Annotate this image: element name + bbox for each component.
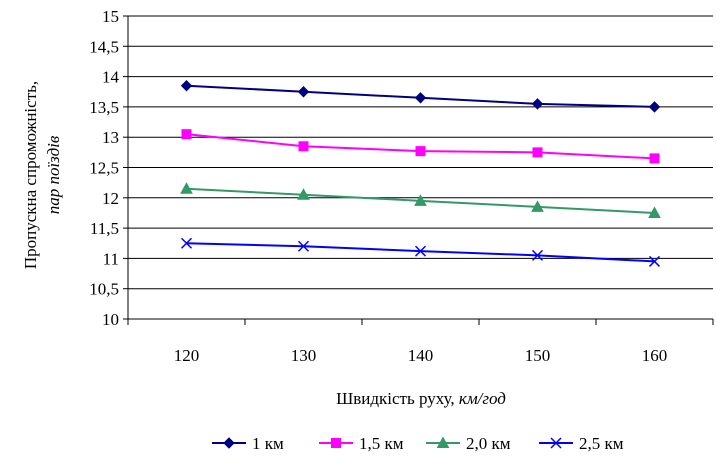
data-point <box>298 141 309 152</box>
legend-marker <box>436 436 450 448</box>
y-tick-label: 12 <box>102 189 119 208</box>
legend-item: 2,5 км <box>539 434 624 453</box>
data-point <box>180 237 193 249</box>
legend-label: 1 км <box>252 434 284 453</box>
x-tick-labels: 120 130 140 150 160 <box>174 346 668 365</box>
legend-marker-stroke <box>550 437 562 449</box>
data-point <box>531 98 544 110</box>
legend-item: 1 км <box>212 434 284 453</box>
axes <box>123 15 714 325</box>
legend-label: 2,0 км <box>466 434 511 453</box>
data-point-stroke <box>414 245 427 257</box>
data-point <box>648 101 661 113</box>
data-point <box>414 245 427 257</box>
data-point <box>297 240 310 252</box>
series-1 <box>180 79 661 113</box>
legend-item: 1,5 км <box>319 434 404 453</box>
x-tick-label: 160 <box>642 346 668 365</box>
grid-lines <box>128 15 713 290</box>
y-tick-label: 13 <box>102 128 119 147</box>
y-tick-label: 13,5 <box>89 98 119 117</box>
x-tick-label: 140 <box>408 346 434 365</box>
x-tick-label: 120 <box>174 346 200 365</box>
data-point-stroke <box>648 255 661 267</box>
y-tick-label: 15 <box>102 7 119 26</box>
y-tick-label: 14,5 <box>89 37 119 56</box>
y-tick-label: 14 <box>102 68 120 87</box>
x-axis-label-text: Швидкість руху, <box>336 389 459 408</box>
data-point <box>415 146 426 157</box>
data-point <box>649 153 660 164</box>
data-point <box>414 92 427 104</box>
y-tick-label: 11 <box>103 249 119 268</box>
x-axis-label-unit: км/год <box>459 389 506 408</box>
legend-marker <box>550 437 562 449</box>
y-tick-label: 11,5 <box>90 219 119 238</box>
data-point <box>532 147 543 158</box>
y-tick-label: 10,5 <box>89 280 119 299</box>
series-2 <box>181 129 660 164</box>
data-point <box>297 86 310 98</box>
data-point-stroke <box>531 249 544 261</box>
series-4 <box>180 237 661 267</box>
y-tick-labels: 10 10,5 11 11,5 12 12,5 13 13,5 14 14,5 15 <box>89 7 119 329</box>
data-point <box>180 79 193 92</box>
y-tick-label: 12,5 <box>89 159 119 178</box>
x-tick-label: 130 <box>291 346 317 365</box>
legend-marker <box>331 438 341 448</box>
data-point <box>297 188 310 200</box>
data-point <box>414 194 427 206</box>
data-point-stroke <box>180 237 193 249</box>
data-point <box>648 255 661 267</box>
data-point <box>531 249 544 261</box>
data-point-stroke <box>297 240 310 252</box>
data-point <box>180 182 193 194</box>
legend-item: 2,0 км <box>426 434 511 453</box>
y-axis-label-line1: Пропускна спроможність, <box>21 81 40 269</box>
data-series <box>180 79 661 267</box>
legend: 1 км 1,5 км 2,0 км 2,5 км <box>212 434 624 453</box>
data-point <box>181 129 192 140</box>
data-point <box>531 200 544 212</box>
x-axis-label: Швидкість руху, км/год <box>336 389 506 408</box>
series-3 <box>180 182 661 218</box>
y-axis-label-line2: пар поїздів <box>44 135 63 214</box>
legend-marker <box>223 437 235 449</box>
x-tick-label: 150 <box>525 346 551 365</box>
data-point <box>648 206 661 218</box>
legend-label: 2,5 км <box>579 434 624 453</box>
y-tick-label: 10 <box>102 310 119 329</box>
legend-label: 1,5 км <box>359 434 404 453</box>
